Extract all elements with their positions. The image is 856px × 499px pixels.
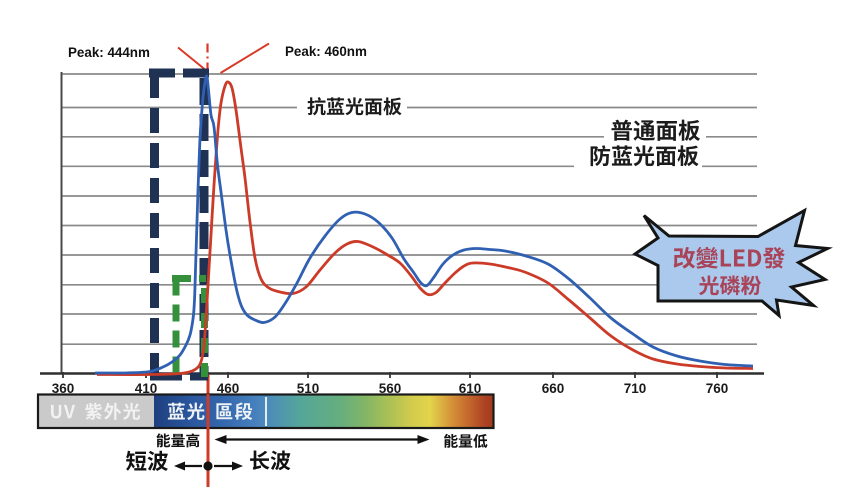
- svg-text:710: 710: [624, 381, 647, 396]
- svg-text:560: 560: [379, 381, 402, 396]
- svg-text:Peak: 460nm: Peak: 460nm: [285, 44, 367, 59]
- svg-text:610: 610: [459, 381, 482, 396]
- svg-text:760: 760: [706, 381, 729, 396]
- svg-text:510: 510: [297, 381, 320, 396]
- svg-text:410: 410: [135, 381, 158, 396]
- svg-text:460: 460: [217, 381, 240, 396]
- svg-text:360: 360: [52, 381, 75, 396]
- svg-text:660: 660: [542, 381, 565, 396]
- svg-text:Peak: 444nm: Peak: 444nm: [68, 45, 150, 60]
